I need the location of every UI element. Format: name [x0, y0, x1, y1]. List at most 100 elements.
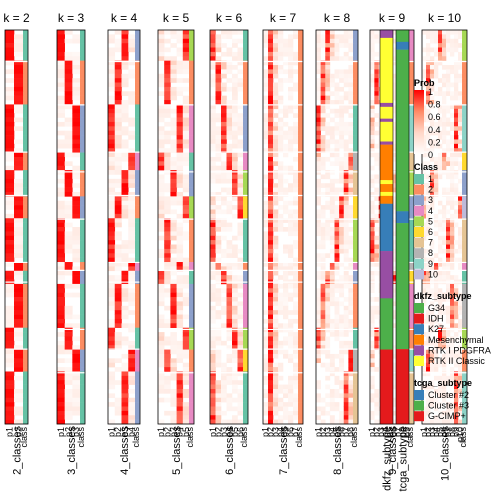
heatmap-cell [446, 305, 451, 311]
heatmap-cell [57, 349, 65, 355]
heatmap-cell [329, 73, 335, 79]
heatmap-cell [263, 60, 269, 66]
heatmap-cell [14, 86, 24, 92]
heatmap-cell [215, 165, 222, 171]
heatmap-cell [14, 323, 24, 328]
heatmap-cell [450, 139, 455, 145]
heatmap-cell [121, 406, 129, 412]
heatmap-cell [430, 384, 435, 390]
heatmap-cell [339, 213, 345, 219]
heatmap-cell [288, 222, 294, 228]
heatmap-cell [450, 288, 455, 293]
class-cell [298, 174, 303, 180]
class-cell [409, 240, 414, 245]
heatmap-cell [221, 30, 227, 35]
heatmap-cell [108, 82, 116, 88]
heatmap-cell [422, 108, 427, 114]
heatmap-cell [293, 270, 299, 276]
heatmap-cell [370, 275, 375, 280]
class-cell [135, 95, 140, 101]
heatmap-cell [158, 375, 165, 381]
heatmap-cell [450, 222, 455, 228]
heatmap-cell [339, 292, 345, 298]
heatmap-cell [57, 82, 65, 88]
heatmap-cell [226, 419, 233, 425]
heatmap-cell [454, 174, 459, 180]
class-cell [189, 121, 194, 127]
class-cell [189, 253, 194, 258]
heatmap-cell [226, 336, 233, 342]
heatmap-cell [182, 86, 190, 92]
heatmap-cell [434, 126, 439, 131]
class-cell [353, 415, 358, 420]
heatmap-cell [72, 397, 81, 403]
class-cell [243, 253, 248, 258]
heatmap-cell [391, 270, 397, 276]
heatmap-cell [334, 222, 340, 228]
heatmap-cell [121, 51, 129, 57]
heatmap-cell [325, 126, 331, 131]
heatmap-cell [210, 415, 216, 420]
heatmap-cell [348, 310, 354, 315]
heatmap-cell [426, 130, 431, 136]
heatmap-cell [164, 305, 171, 311]
class-cell [298, 51, 303, 57]
heatmap-cell [182, 283, 190, 289]
class-cell [135, 218, 140, 223]
heatmap-cell [454, 91, 459, 96]
class-cell [298, 406, 303, 412]
heatmap-cell [176, 240, 184, 245]
heatmap-cell [128, 353, 136, 359]
heatmap-cell [422, 47, 427, 53]
heatmap-cell [232, 117, 238, 123]
heatmap-cell [454, 139, 459, 145]
class-cell [298, 419, 303, 425]
heatmap-cell [348, 393, 354, 399]
class-cell [298, 415, 303, 420]
heatmap-cell [391, 196, 397, 202]
heatmap-cell [325, 34, 331, 40]
heatmap-cell [334, 121, 340, 127]
class-cell [298, 231, 303, 237]
heatmap-cell [170, 218, 177, 223]
heatmap-cell [164, 38, 171, 44]
heatmap-cell [446, 143, 451, 149]
heatmap-cell [391, 30, 397, 35]
heatmap-cell [268, 152, 274, 158]
heatmap-cell [72, 336, 81, 342]
heatmap-cell [108, 196, 116, 202]
heatmap-cell [293, 275, 299, 280]
heatmap-cell [283, 314, 289, 320]
class-cell [243, 266, 248, 272]
heatmap-cell [128, 375, 136, 381]
heatmap-cell [370, 100, 375, 105]
heatmap-cell [334, 161, 340, 167]
heatmap-cell [320, 240, 326, 245]
column-label: p1 [56, 427, 66, 437]
heatmap-cell [268, 218, 274, 223]
heatmap-cell [5, 384, 15, 390]
column-label: p3 [169, 427, 179, 437]
heatmap-cell [370, 113, 375, 118]
column-label: p1 [156, 427, 166, 437]
heatmap-cell [334, 82, 340, 88]
class-cell [409, 200, 414, 206]
heatmap-cell [339, 393, 345, 399]
heatmap-cell [5, 336, 15, 342]
heatmap-cell [232, 371, 238, 377]
heatmap-cell [237, 358, 244, 364]
heatmap-cell [283, 349, 289, 355]
heatmap-cell [343, 152, 349, 158]
heatmap-cell [446, 283, 451, 289]
heatmap-cell [458, 117, 463, 123]
panel-border [315, 29, 359, 425]
heatmap-cell [320, 301, 326, 307]
heatmap-cell [422, 152, 427, 158]
heatmap-cell [226, 244, 233, 250]
class-cell [189, 165, 194, 171]
heatmap-cell [446, 393, 451, 399]
class-cell [462, 56, 467, 61]
heatmap-cell [278, 310, 284, 315]
heatmap-cell [72, 130, 81, 136]
heatmap-cell [391, 51, 397, 57]
